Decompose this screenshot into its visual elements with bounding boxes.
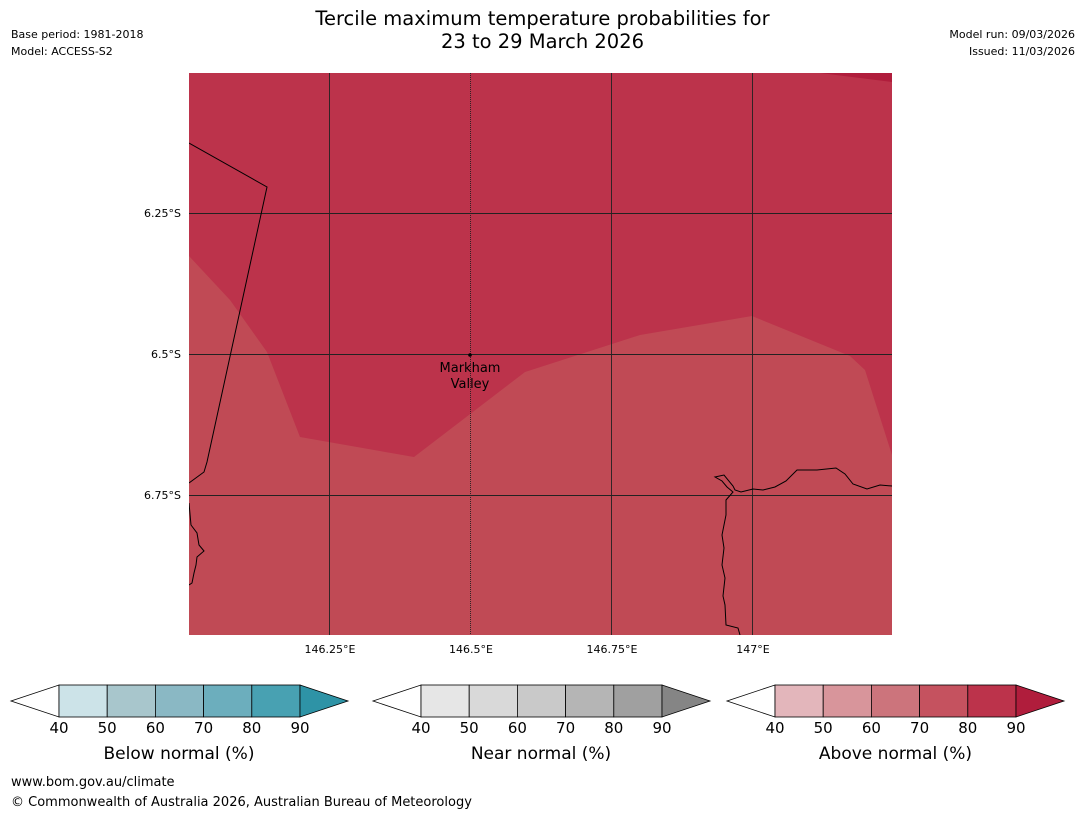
colorbar-tick-label: 50 (98, 719, 117, 737)
border-line-west (189, 142, 268, 484)
colorbar-tick-label: 80 (604, 719, 623, 737)
colorbar-extend-low (9, 684, 60, 718)
colorbar-tick-label: 70 (910, 719, 929, 737)
colorbar-segment (822, 684, 872, 718)
map-gridlines (189, 73, 892, 635)
colorbar-tick-label: 90 (1006, 719, 1025, 737)
colorbar-extend-high (661, 684, 712, 718)
colorbar-label-below-normal: Below normal (%) (103, 744, 255, 764)
colorbar-segment (106, 684, 156, 718)
colorbar-label-above-normal: Above normal (%) (818, 744, 973, 764)
colorbar-extend-low (725, 684, 776, 718)
lon-label: 146.75°E (587, 643, 638, 656)
colorbar-tick-label: 90 (652, 719, 671, 737)
colorbar-tick-label: 40 (49, 719, 68, 737)
map-title: Tercile maximum temperature probabilitie… (0, 7, 1085, 53)
coastlines-borders (189, 142, 892, 635)
colorbar-segment (565, 684, 615, 718)
run-info: Model run: 09/03/2026 Issued: 11/03/2026 (949, 26, 1075, 60)
probability-fill-70-80 (189, 256, 892, 635)
lat-label: 6.75°S (144, 489, 181, 502)
base-period: Base period: 1981-2018 (11, 28, 144, 41)
colorbar-legends: 40 50 60 70 80 90 40 50 60 70 80 90 40 50 60 70 80 90 (9, 684, 1066, 737)
model-info: Base period: 1981-2018 Model: ACCESS-S2 (11, 26, 143, 60)
lon-label: 147°E (736, 643, 769, 656)
colorbar-segment (871, 684, 921, 718)
colorbar-tick-label: 70 (194, 719, 213, 737)
place-markham-valley: Markham Valley (440, 353, 501, 392)
place-marker (468, 353, 472, 357)
colorbar-1: 40 50 60 70 80 90 (371, 684, 712, 737)
colorbar-tick-label: 60 (862, 719, 881, 737)
colorbar-segment (919, 684, 969, 718)
colorbar-tick-label: 60 (146, 719, 165, 737)
colorbar-segment (58, 684, 108, 718)
colorbar-segment (468, 684, 518, 718)
colorbar-tick-label: 90 (290, 719, 309, 737)
model-name: Model: ACCESS-S2 (11, 45, 113, 58)
colorbar-segment (420, 684, 470, 718)
footer-copyright: © Commonwealth of Australia 2026, Austra… (11, 795, 472, 810)
place-name-line2: Valley (451, 377, 490, 392)
colorbar-segment (154, 684, 204, 718)
map-title-line2: 23 to 29 March 2026 (440, 30, 645, 53)
place-name-line1: Markham (440, 361, 501, 376)
lon-label: 146.25°E (305, 643, 356, 656)
lat-label: 6.5°S (151, 348, 181, 361)
colorbar-tick-label: 60 (508, 719, 527, 737)
colorbar-segment (613, 684, 663, 718)
colorbar-extend-high (1015, 684, 1066, 718)
latitude-labels: 6.25°S 6.5°S 6.75°S (144, 207, 181, 502)
colorbar-2: 40 50 60 70 80 90 (725, 684, 1066, 737)
map-title-line1: Tercile maximum temperature probabilitie… (315, 7, 770, 30)
colorbar-extend-low (371, 684, 422, 718)
colorbar-segment (251, 684, 301, 718)
colorbar-label-near-normal: Near normal (%) (470, 744, 612, 764)
colorbar-extend-high (299, 684, 350, 718)
lat-label: 6.25°S (144, 207, 181, 220)
colorbar-tick-label: 80 (958, 719, 977, 737)
lon-label: 146.5°E (449, 643, 493, 656)
coastline-east (713, 467, 892, 635)
colorbar-tick-label: 40 (765, 719, 784, 737)
colorbar-segment (517, 684, 567, 718)
coastline-west (189, 502, 205, 586)
colorbar-0: 40 50 60 70 80 90 (9, 684, 350, 737)
colorbar-segment (774, 684, 824, 718)
longitude-labels: 146.25°E 146.5°E 146.75°E 147°E (305, 643, 770, 656)
map-area (189, 73, 892, 635)
colorbar-tick-label: 40 (411, 719, 430, 737)
colorbar-segment (967, 684, 1017, 718)
footer-url: www.bom.gov.au/climate (11, 775, 175, 790)
colorbar-tick-label: 70 (556, 719, 575, 737)
colorbar-tick-label: 80 (242, 719, 261, 737)
probability-fill-corner (820, 73, 892, 82)
model-run-date: Model run: 09/03/2026 (949, 28, 1075, 41)
colorbar-tick-label: 50 (460, 719, 479, 737)
issued-date: Issued: 11/03/2026 (968, 45, 1075, 58)
colorbar-segment (203, 684, 253, 718)
colorbar-tick-label: 50 (814, 719, 833, 737)
